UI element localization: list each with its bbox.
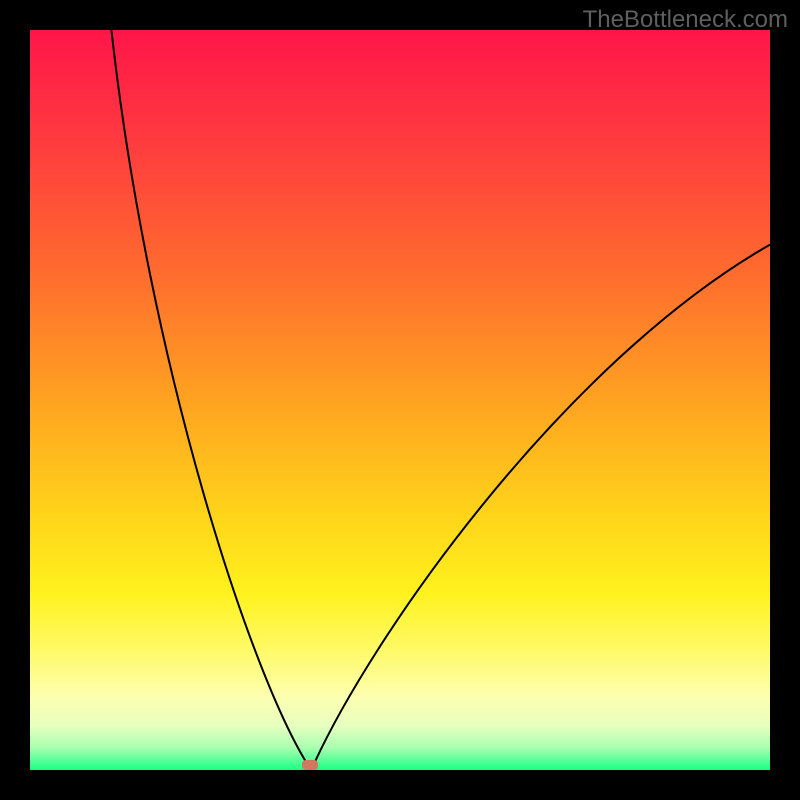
gradient-plot-area — [30, 30, 770, 770]
minimum-marker — [302, 760, 318, 770]
chart-container: TheBottleneck.com — [0, 0, 800, 800]
